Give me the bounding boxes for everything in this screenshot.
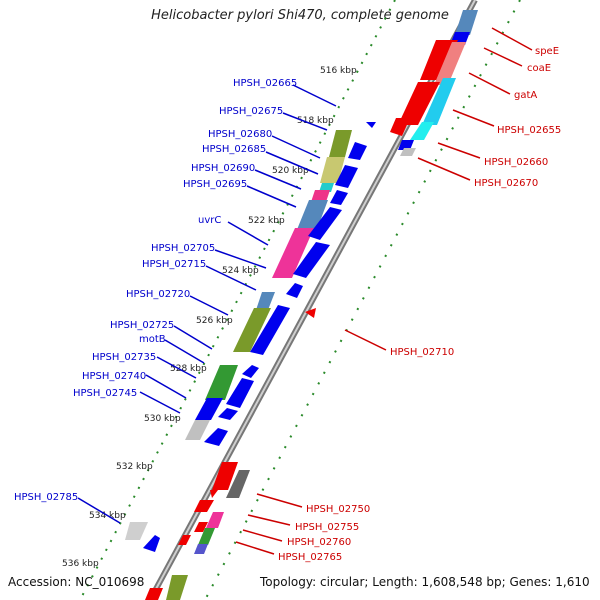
ruler-tick-label: 518 kbp <box>297 116 334 126</box>
gene-label: coaE <box>527 63 551 74</box>
gene-label: HPSH_02685 <box>202 144 266 155</box>
gene-label: HPSH_02660 <box>484 157 548 168</box>
gene-label: HPSH_02765 <box>278 552 342 563</box>
reverse-strand-arrows <box>143 122 376 552</box>
ruler-tick-label: 536 kbp <box>62 559 99 569</box>
ruler-tick-label: 530 kbp <box>144 414 181 424</box>
gene-label: HPSH_02745 <box>73 388 137 399</box>
gene-tile <box>205 365 238 400</box>
gene-label: HPSH_02740 <box>82 371 146 382</box>
gene-tile <box>320 157 345 183</box>
gene-tile <box>256 292 275 310</box>
accession-label: Accession: NC_010698 <box>8 575 145 589</box>
gene-tile <box>272 228 314 278</box>
gene-label: HPSH_02750 <box>306 504 370 515</box>
gene-label: HPSH_02675 <box>219 106 283 117</box>
gene-label: HPSH_02690 <box>191 163 255 174</box>
ruler-tick-label: 522 kbp <box>248 216 285 226</box>
genome-summary: Topology: circular; Length: 1,608,548 bp… <box>260 575 590 589</box>
gene-label: HPSH_02735 <box>92 352 156 363</box>
gene-label: gatA <box>514 90 537 101</box>
gene-label: HPSH_02715 <box>142 259 206 270</box>
gene-label: HPSH_02680 <box>208 129 272 140</box>
gene-label: HPSH_02720 <box>126 289 190 300</box>
gene-tile <box>195 398 223 420</box>
ruler-tick-label: 526 kbp <box>196 316 233 326</box>
ruler-tick-label: 524 kbp <box>222 266 259 276</box>
gene-label: HPSH_02655 <box>497 125 561 136</box>
map-title: Helicobacter pylori Shi470, complete gen… <box>151 8 449 23</box>
gene-label: HPSH_02670 <box>474 178 538 189</box>
tick-ruler-right <box>204 0 521 600</box>
gene-tile <box>185 420 210 440</box>
gene-tile <box>125 522 148 540</box>
ruler-tick-label: 532 kbp <box>116 462 153 472</box>
gene-label: HPSH_02725 <box>110 320 174 331</box>
gene-label: HPSH_02705 <box>151 243 215 254</box>
ruler-tick-label: 528 kbp <box>170 364 207 374</box>
gene-tile <box>329 130 352 157</box>
gene-label: speE <box>535 46 559 57</box>
forward-strand-genes <box>145 10 478 600</box>
gene-label: HPSH_02755 <box>295 522 359 533</box>
gene-label: uvrC <box>198 215 221 226</box>
gene-tile <box>296 200 328 232</box>
gene-label: motB <box>139 334 166 345</box>
gene-label: HPSH_02710 <box>390 347 454 358</box>
reverse-strand-genes <box>125 130 352 540</box>
gene-label: HPSH_02785 <box>14 492 78 503</box>
gene-tile <box>233 308 271 352</box>
gene-tile <box>319 183 334 192</box>
gene-label: HPSH_02665 <box>233 78 297 89</box>
ruler-tick-label: 516 kbp <box>320 66 357 76</box>
gene-label: HPSH_02695 <box>183 179 247 190</box>
gene-label: HPSH_02760 <box>287 537 351 548</box>
ruler-tick-label: 520 kbp <box>272 166 309 176</box>
